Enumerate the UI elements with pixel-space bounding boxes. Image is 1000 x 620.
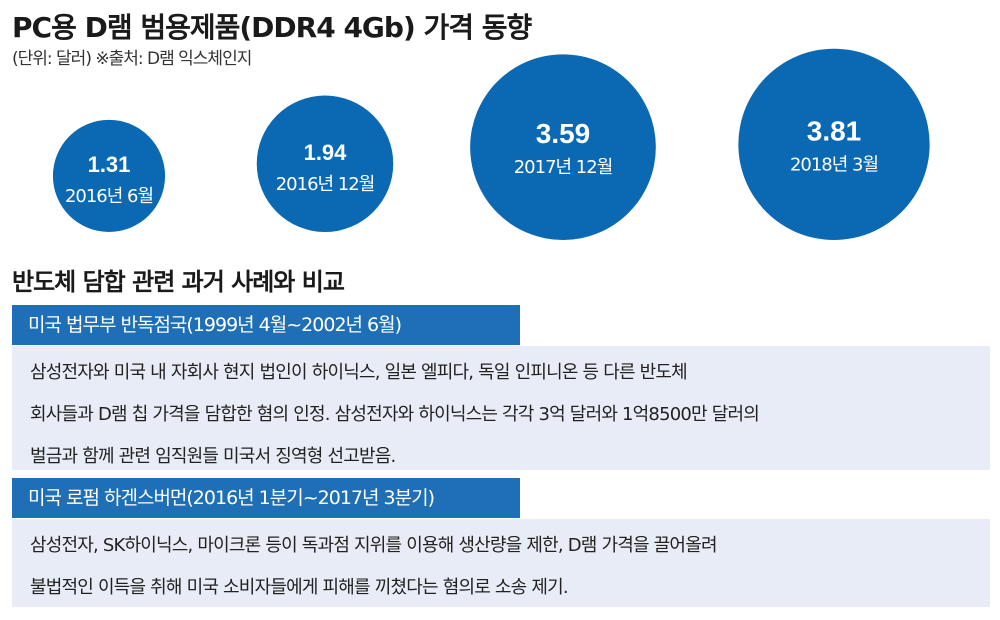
bubble-2	[470, 54, 656, 241]
bubble-3	[738, 48, 930, 240]
bubble-date-label: 2016년 6월	[65, 186, 153, 207]
case-1-header: 미국 법무부 반독점국(1999년 4월~2002년 6월)	[12, 305, 520, 345]
case-1-body: 삼성전자와 미국 내 자회사 현지 법인이 하이닉스, 일본 엘피다, 독일 인…	[12, 346, 990, 470]
case-2-body: 삼성전자, SK하이닉스, 마이크론 등이 독과점 지위를 이용해 생산량을 제…	[12, 519, 990, 607]
bubble-1	[256, 95, 394, 232]
case-1-line: 회사들과 D램 칩 가격을 담합한 혐의 인정. 삼성전자와 하이닉스는 각각 …	[30, 404, 760, 425]
bubble-date-label: 2016년 12월	[276, 174, 375, 195]
bubble-date-label: 2018년 3월	[790, 154, 878, 175]
case-2-line: 불법적인 이득을 취해 미국 소비자들에게 피해를 끼쳤다는 혐의로 소송 제기…	[30, 577, 569, 598]
bubble-value-label: 1.94	[304, 140, 348, 165]
chart-title: PC용 D램 범용제품(DDR4 4Gb) 가격 동향	[12, 11, 532, 44]
bubble-value-label: 1.31	[88, 152, 131, 177]
case-2-header: 미국 로펌 하겐스버먼(2016년 1분기~2017년 3분기)	[12, 478, 520, 518]
bubble-value-label: 3.81	[807, 115, 862, 146]
bubble-chart: 1.31 2016년 6월 1.94 2016년 12월 3.59 2017년 12월 3.…	[52, 48, 930, 241]
bubble-value-label: 3.59	[536, 118, 591, 149]
case-1-line: 삼성전자와 미국 내 자회사 현지 법인이 하이닉스, 일본 엘피다, 독일 인…	[30, 362, 688, 383]
bubble-date-label: 2017년 12월	[514, 157, 613, 178]
chart-subtitle: (단위: 달러) ※출처: D램 익스체인지	[12, 49, 252, 69]
case-2-line: 삼성전자, SK하이닉스, 마이크론 등이 독과점 지위를 이용해 생산량을 제…	[30, 535, 718, 556]
comparison-title: 반도체 담합 관련 과거 사례와 비교	[12, 268, 345, 296]
case-1-line: 벌금과 함께 관련 임직원들 미국서 징역형 선고받음.	[30, 446, 396, 467]
bubble-0	[52, 119, 166, 232]
